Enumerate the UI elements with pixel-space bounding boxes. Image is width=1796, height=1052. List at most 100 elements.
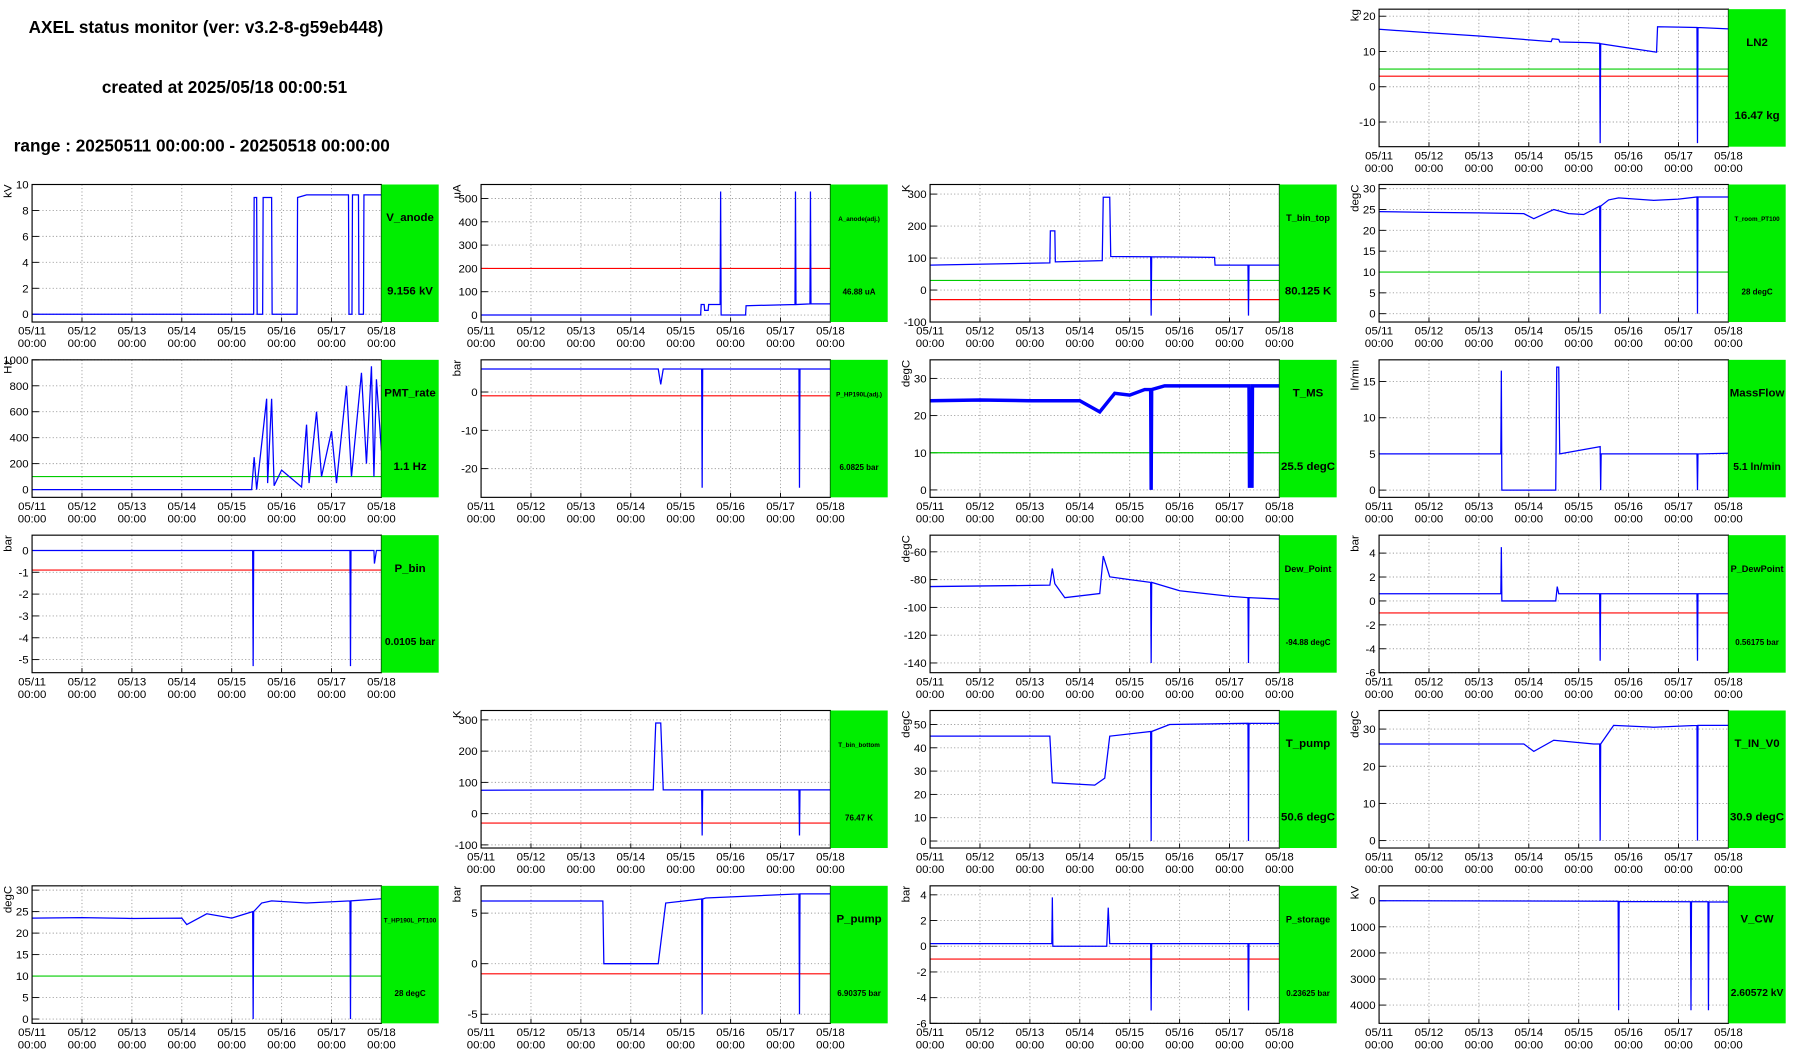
panel: 05/11 00:00 05/12 00:00 05/13 00:00 05/14 00:00… (451, 709, 888, 877)
x-tick-label: 05/14 00:00 (1514, 1027, 1543, 1052)
y-axis-label: bar (900, 886, 912, 903)
data-line (32, 366, 383, 491)
x-tick-label: 05/15 00:00 (1564, 1027, 1593, 1052)
status-value: 2.60572 kV (1731, 988, 1784, 999)
status-name: T_MS (1293, 388, 1324, 400)
y-tick-label: 15 (1363, 377, 1376, 389)
x-tick-label: 05/15 00:00 (1115, 1027, 1144, 1052)
plot-frame (929, 359, 1280, 498)
y-tick-label: 2000 (1350, 948, 1375, 960)
x-tick-label: 05/13 00:00 (567, 852, 596, 877)
x-tick-label: 05/12 00:00 (68, 326, 97, 351)
y-tick-label: 100 (908, 253, 927, 265)
y-tick-label: 0 (22, 309, 28, 321)
status-box (381, 184, 439, 323)
x-tick-label: 05/14 00:00 (167, 1027, 196, 1052)
status-box (1728, 885, 1786, 1024)
x-tick-label: 05/11 00:00 (1365, 150, 1394, 175)
status-box (1728, 359, 1786, 498)
data-line (1379, 26, 1729, 144)
y-axis-label: K (451, 710, 463, 718)
panel: 05/11 00:00 05/12 00:00 05/13 00:00 05/14 00:00… (1349, 885, 1786, 1052)
x-tick-label: 05/14 00:00 (1514, 852, 1543, 877)
y-tick-label: 5 (1369, 449, 1375, 461)
x-tick-label: 05/16 00:00 (1614, 150, 1643, 175)
y-axis-label: K (900, 184, 912, 192)
x-tick-label: 05/13 00:00 (1016, 676, 1045, 701)
x-tick-label: 05/14 00:00 (616, 1027, 645, 1052)
data-line (930, 555, 1280, 663)
x-tick-label: 05/17 00:00 (1215, 501, 1244, 526)
x-tick-label: 05/14 00:00 (1065, 501, 1094, 526)
x-tick-label: 05/12 00:00 (1415, 501, 1444, 526)
y-tick-label: -60 (910, 547, 927, 559)
panel: 05/11 00:00 05/12 00:00 05/13 00:00 05/14 00:00… (451, 359, 888, 526)
plot-frame (480, 183, 831, 323)
y-tick-label: 20 (16, 928, 29, 940)
y-tick-label: 100 (459, 777, 478, 789)
plot-frame (929, 709, 1280, 849)
plot-frame (929, 534, 1280, 674)
plot-frame (929, 183, 1280, 323)
panel: 05/11 00:00 05/12 00:00 05/13 00:00 05/14 00:00… (900, 534, 1337, 701)
y-tick-label: 0 (920, 485, 926, 497)
x-tick-label: 05/18 00:00 (1265, 852, 1294, 877)
y-tick-label: 25 (1363, 205, 1376, 217)
x-tick-label: 05/15 00:00 (1115, 326, 1144, 351)
x-tick-label: 05/16 00:00 (267, 326, 296, 351)
y-tick-label: 30 (1363, 724, 1376, 736)
y-axis-label: uA (451, 184, 463, 198)
y-tick-label: 8 (22, 205, 28, 217)
y-tick-label: 200 (459, 263, 478, 275)
status-value: 0.0105 bar (385, 637, 435, 648)
y-tick-label: 0 (920, 941, 926, 953)
x-tick-label: 05/18 00:00 (1265, 676, 1294, 701)
plot-frame (1378, 885, 1729, 1024)
y-tick-label: 400 (459, 217, 478, 229)
x-tick-label: 05/16 00:00 (267, 1027, 296, 1052)
x-tick-label: 05/15 00:00 (666, 501, 695, 526)
y-tick-label: 40 (914, 743, 927, 755)
x-tick-label: 05/13 00:00 (118, 501, 147, 526)
x-tick-label: 05/17 00:00 (1664, 1027, 1693, 1052)
x-tick-label: 05/18 00:00 (1265, 1027, 1294, 1052)
x-tick-label: 05/13 00:00 (1016, 501, 1045, 526)
status-box (1728, 9, 1786, 147)
status-box (1279, 535, 1337, 673)
x-tick-label: 05/14 00:00 (167, 326, 196, 351)
status-name: T_room_PT100 (1734, 216, 1780, 223)
x-tick-label: 05/17 00:00 (766, 1027, 795, 1052)
x-tick-label: 05/17 00:00 (1664, 676, 1693, 701)
x-tick-label: 05/14 00:00 (1065, 676, 1094, 701)
status-name: T_bin_bottom (838, 742, 880, 749)
plot-frame (480, 885, 831, 1024)
x-tick-label: 05/12 00:00 (1415, 852, 1444, 877)
data-line (32, 194, 382, 315)
status-name: Dew_Point (1285, 564, 1332, 574)
x-tick-label: 05/16 00:00 (1614, 852, 1643, 877)
y-tick-label: 300 (459, 715, 478, 727)
x-tick-label: 05/13 00:00 (1465, 676, 1494, 701)
status-name: P_bin (394, 563, 425, 575)
y-tick-label: 0 (471, 310, 477, 322)
x-tick-label: 05/18 00:00 (816, 1027, 845, 1052)
status-box (830, 885, 888, 1024)
panel: 05/11 00:00 05/12 00:00 05/13 00:00 05/14 00:00… (1349, 534, 1786, 701)
status-box (381, 885, 439, 1024)
y-tick-label: 0 (22, 485, 28, 497)
x-tick-label: 05/12 00:00 (966, 1027, 995, 1052)
y-axis-label: bar (451, 360, 463, 377)
x-tick-label: 05/16 00:00 (1614, 1027, 1643, 1052)
x-tick-label: 05/18 00:00 (1714, 852, 1743, 877)
x-tick-label: 05/17 00:00 (1215, 1027, 1244, 1052)
x-tick-label: 05/14 00:00 (167, 676, 196, 701)
status-box (830, 359, 888, 498)
x-tick-label: 05/16 00:00 (1165, 501, 1194, 526)
x-tick-label: 05/13 00:00 (1465, 852, 1494, 877)
x-tick-label: 05/11 00:00 (916, 676, 945, 701)
x-tick-label: 05/18 00:00 (1714, 676, 1743, 701)
x-tick-label: 05/16 00:00 (1165, 852, 1194, 877)
x-tick-label: 05/14 00:00 (1514, 501, 1543, 526)
x-tick-label: 05/15 00:00 (1564, 501, 1593, 526)
y-tick-label: 0 (1369, 896, 1375, 908)
